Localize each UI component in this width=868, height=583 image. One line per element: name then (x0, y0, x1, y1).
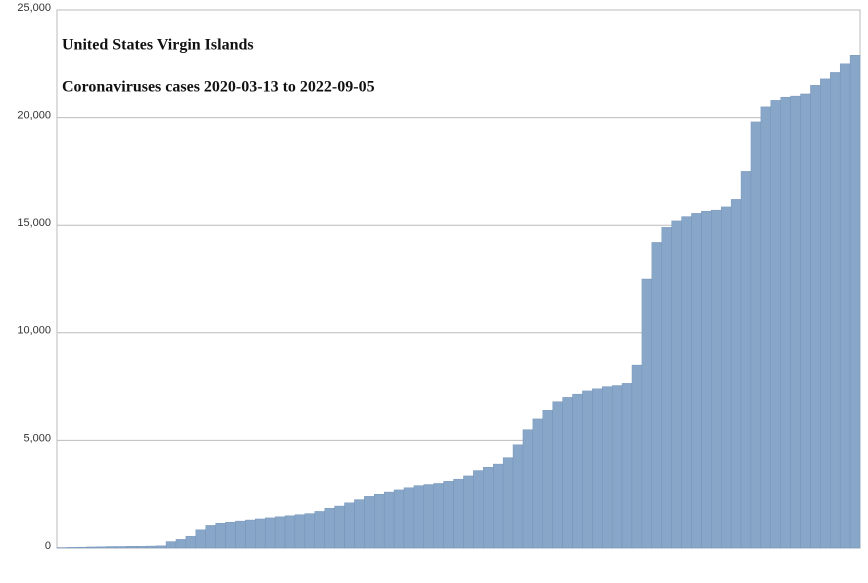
bar (344, 502, 355, 549)
bar (443, 481, 454, 549)
bar (66, 547, 78, 549)
bar (245, 519, 256, 549)
bar (255, 518, 266, 549)
bar (314, 511, 325, 549)
bar (562, 397, 573, 549)
bar (790, 95, 801, 549)
bar (374, 494, 385, 549)
bar (463, 475, 474, 549)
bar (274, 516, 286, 549)
bar (800, 93, 811, 549)
bar (671, 220, 682, 549)
bar (750, 121, 762, 549)
bar (423, 484, 434, 549)
bar (393, 489, 405, 549)
bar (592, 388, 603, 549)
bar (602, 386, 613, 549)
bar (651, 242, 662, 549)
bar (354, 499, 365, 549)
bar (532, 418, 543, 549)
bar (165, 541, 177, 549)
bar (621, 383, 633, 549)
bar (522, 429, 534, 549)
bar (146, 545, 157, 549)
bar (810, 85, 821, 549)
bar (740, 171, 752, 549)
bar (839, 63, 851, 549)
bar (502, 457, 514, 549)
bar (582, 390, 593, 549)
bar (403, 487, 415, 549)
bar (264, 517, 276, 549)
bar (770, 100, 781, 549)
bar (136, 546, 147, 549)
bars (56, 54, 861, 549)
bar (492, 463, 504, 549)
bar (433, 483, 444, 549)
bar (175, 539, 187, 549)
y-tick-label: 10,000 (17, 325, 51, 337)
bar (324, 507, 335, 549)
bar (364, 496, 375, 549)
bar (542, 410, 553, 549)
bar (691, 213, 702, 549)
bar (780, 96, 791, 549)
bar (661, 227, 672, 549)
bar (711, 209, 722, 549)
bar (205, 525, 216, 549)
bar (849, 54, 861, 549)
bar (195, 529, 206, 549)
bar (294, 514, 306, 549)
bar (701, 211, 712, 549)
y-tick-label: 5,000 (23, 432, 51, 444)
bar (760, 106, 771, 549)
bar (473, 470, 484, 549)
bar (413, 485, 425, 549)
bar (830, 72, 841, 549)
bar (820, 78, 831, 549)
y-tick-label: 15,000 (17, 217, 51, 229)
bar (641, 278, 653, 549)
chart-title: United States Virgin Islands (62, 37, 254, 54)
bar (334, 505, 345, 549)
bar (572, 393, 583, 549)
bar (116, 546, 127, 549)
bar (483, 467, 494, 549)
bar (86, 546, 97, 549)
bar (185, 535, 196, 549)
bar (155, 545, 167, 549)
bar (721, 206, 732, 549)
bar (631, 364, 643, 549)
bar (730, 199, 742, 549)
bar (235, 520, 246, 549)
bar (512, 444, 524, 549)
bar (681, 216, 692, 549)
bar (76, 546, 87, 549)
y-tick-label: 25,000 (17, 2, 51, 14)
bar (225, 521, 236, 549)
bar (552, 401, 563, 549)
bar (126, 546, 137, 549)
bar (611, 385, 623, 549)
chart-subtitle: Coronaviruses cases 2020-03-13 to 2022-0… (62, 79, 375, 96)
y-tick-label: 0 (45, 540, 51, 552)
bar (383, 491, 395, 549)
bar (96, 546, 107, 549)
y-tick-label: 20,000 (17, 110, 51, 122)
bar (215, 523, 226, 549)
bar (284, 515, 296, 549)
bar (453, 478, 464, 549)
bar (106, 546, 117, 549)
bar (304, 513, 315, 549)
